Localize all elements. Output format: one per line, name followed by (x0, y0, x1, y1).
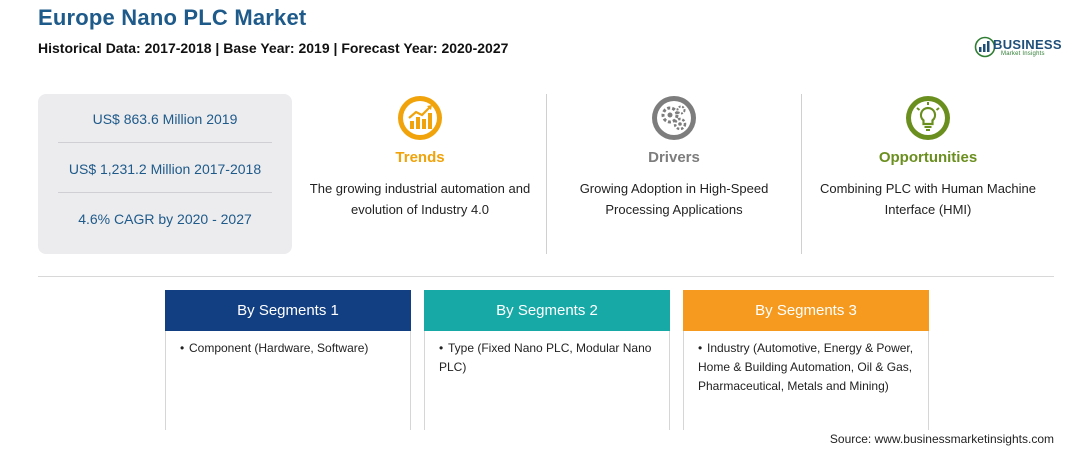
section-divider (38, 276, 1054, 277)
segment-2-text: Type (Fixed Nano PLC, Modular Nano PLC) (439, 341, 652, 374)
lightbulb-icon (906, 96, 950, 140)
logo-wordmark: BUSINESS (993, 37, 1062, 52)
segment-1-item: • Component (Hardware, Software) (180, 341, 369, 355)
market-value-2019: US$ 863.6 Million 2019 (92, 111, 238, 127)
source-note: Source: www.businessmarketinsights.com (829, 432, 1054, 446)
trend-chart-icon (398, 96, 442, 140)
business-market-insights-logo: BUSINESS Market Insights (974, 36, 1064, 60)
segment-2-header: By Segments 2 (424, 290, 670, 331)
segment-3-item: • Industry (Automotive, Energy & Power, H… (698, 341, 914, 393)
trends-text: The growing industrial automation and ev… (309, 181, 531, 217)
segment-card-1: By Segments 1 • Component (Hardware, Soft… (165, 290, 411, 430)
column-divider (801, 94, 802, 254)
gears-icon (652, 96, 696, 140)
segment-card-2: By Segments 2 • Type (Fixed Nano PLC, Mod… (424, 290, 670, 430)
opportunities-title: Opportunities (878, 149, 978, 166)
stats-divider (58, 142, 272, 143)
segment-2-item: • Type (Fixed Nano PLC, Modular Nano PLC) (439, 341, 652, 374)
segment-3-text: Industry (Automotive, Energy & Power, Ho… (698, 341, 914, 393)
segment-card-3: By Segments 3 • Industry (Automotive, Ene… (683, 290, 929, 430)
cagr-value: 4.6% CAGR by 2020 - 2027 (78, 211, 252, 227)
opportunities-card: Opportunities Combining PLC with Human M… (808, 94, 1048, 254)
trends-card: Trends The growing industrial automation… (300, 94, 540, 254)
segment-3-header: By Segments 3 (683, 290, 929, 331)
logo-globe-icon (974, 36, 996, 58)
opportunities-text: Combining PLC with Human Machine Interfa… (819, 181, 1037, 217)
drivers-text: Growing Adoption in High-Speed Processin… (579, 181, 769, 217)
page-title: Europe Nano PLC Market (38, 5, 307, 30)
drivers-title: Drivers (648, 149, 700, 166)
segment-1-header: By Segments 1 (165, 290, 411, 331)
stats-divider (58, 192, 272, 193)
trends-title: Trends (395, 149, 445, 166)
segment-1-text: Component (Hardware, Software) (189, 341, 369, 355)
drivers-card: Drivers Growing Adoption in High-Speed P… (554, 94, 794, 254)
logo-tagline: Market Insights (1001, 51, 1045, 57)
page-subtitle: Historical Data: 2017-2018 | Base Year: … (38, 40, 509, 56)
column-divider (546, 94, 547, 254)
market-value-historical: US$ 1,231.2 Million 2017-2018 (68, 161, 262, 177)
market-stats-panel: US$ 863.6 Million 2019 US$ 1,231.2 Milli… (38, 94, 292, 254)
